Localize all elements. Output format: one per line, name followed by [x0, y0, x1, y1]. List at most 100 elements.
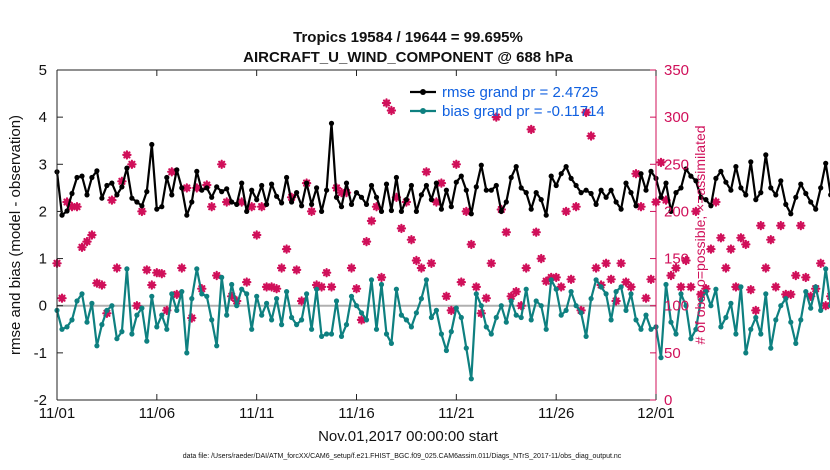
asterisk-stroke: [223, 198, 231, 206]
obs-assimilated-point: [87, 230, 97, 240]
series-point: [373, 194, 380, 200]
series-point: [658, 355, 664, 361]
series-point: [553, 286, 559, 292]
asterisk-stroke: [128, 160, 136, 168]
series-point: [668, 319, 674, 325]
series-point: [563, 164, 569, 170]
obs-assimilated-point: [276, 263, 287, 273]
series-point: [743, 192, 749, 198]
series-point: [788, 319, 794, 325]
obs-assimilated-point: [486, 258, 496, 268]
obs-assimilated-point: [72, 201, 82, 212]
series-point: [528, 317, 534, 323]
obs-assimilated-point: [771, 282, 781, 292]
obs-assimilated-point: [706, 244, 716, 254]
series-point: [99, 322, 105, 328]
obs-assimilated-point: [801, 272, 811, 283]
y-tick-right-label: 300: [664, 109, 689, 126]
series-point: [638, 326, 644, 332]
series-point: [154, 324, 160, 330]
series-point: [758, 190, 764, 196]
obs-assimilated-point: [466, 239, 476, 250]
series-point: [174, 167, 180, 173]
asterisk-stroke: [213, 271, 221, 280]
series-point: [264, 300, 270, 306]
asterisk-stroke: [572, 203, 580, 211]
series-point: [378, 208, 385, 214]
series-point: [708, 303, 714, 309]
series-point: [254, 197, 260, 203]
series-point: [708, 203, 714, 209]
series-point: [473, 184, 479, 190]
series-point: [718, 168, 724, 174]
series-point: [478, 162, 484, 168]
series-point: [129, 331, 135, 337]
series-point: [808, 199, 814, 205]
asterisk-stroke: [282, 245, 291, 253]
series-point: [678, 185, 684, 191]
asterisk-stroke: [622, 278, 630, 286]
asterisk-stroke: [367, 217, 376, 225]
series-point: [768, 345, 774, 351]
series-point: [608, 187, 614, 193]
series-point: [438, 206, 444, 212]
obs-assimilated-point: [261, 282, 272, 292]
obs-assimilated-point: [431, 197, 442, 207]
y-tick-right-label: 350: [664, 62, 689, 79]
asterisk-stroke: [267, 283, 276, 291]
series-point: [448, 329, 454, 335]
series-point: [438, 331, 444, 337]
series-point: [403, 197, 409, 203]
series-point: [284, 174, 290, 181]
obs-assimilated-point: [561, 206, 571, 217]
asterisk-stroke: [292, 266, 301, 274]
series-point: [398, 208, 404, 214]
series-point: [214, 184, 220, 190]
asterisk-stroke: [582, 108, 590, 117]
series-point: [74, 298, 80, 304]
legend-rmse-marker: [420, 89, 426, 95]
obs-assimilated-point: [786, 289, 796, 300]
series-point: [333, 194, 340, 200]
series-point: [778, 178, 784, 184]
asterisk-stroke: [123, 151, 131, 159]
series-point: [274, 193, 280, 199]
asterisk-stroke: [218, 160, 226, 168]
series-point: [244, 208, 250, 214]
asterisk-stroke: [422, 168, 431, 176]
series-point: [403, 317, 409, 323]
asterisk-stroke: [337, 188, 346, 197]
obs-assimilated-point: [726, 244, 736, 254]
series-point: [259, 182, 265, 189]
asterisk-stroke: [642, 294, 650, 302]
y-axis-right-label: # of obs: o=possible; ×=assimilated: [692, 125, 708, 344]
series-point: [433, 307, 439, 313]
asterisk-stroke: [178, 264, 186, 272]
series-point: [199, 187, 205, 193]
series-point: [139, 203, 145, 209]
asterisk-stroke: [133, 302, 141, 310]
series-point: [803, 190, 809, 197]
series-point: [568, 175, 574, 181]
obs-assimilated-point: [556, 282, 566, 292]
legend: rmse grand pr = 2.4725 bias grand pr = -0…: [410, 84, 605, 120]
obs-assimilated-point: [581, 107, 591, 118]
asterisk-stroke: [262, 283, 271, 291]
series-point: [513, 312, 519, 318]
obs-assimilated-point: [571, 201, 581, 212]
series-point: [229, 199, 235, 205]
obs-assimilated-point: [172, 289, 182, 300]
asterisk-stroke: [258, 203, 266, 211]
obs-assimilated-point: [77, 242, 87, 253]
obs-assimilated-point: [751, 305, 761, 316]
asterisk-stroke: [317, 283, 326, 291]
series-point: [723, 179, 729, 185]
obs-assimilated-point: [57, 293, 67, 303]
obs-assimilated-point: [157, 269, 167, 279]
obs-assimilated-point: [676, 282, 686, 292]
obs-assimilated-point: [82, 236, 92, 247]
series-point: [294, 190, 300, 196]
series-point: [398, 312, 404, 318]
series-point: [408, 182, 414, 189]
series-point: [94, 343, 100, 349]
